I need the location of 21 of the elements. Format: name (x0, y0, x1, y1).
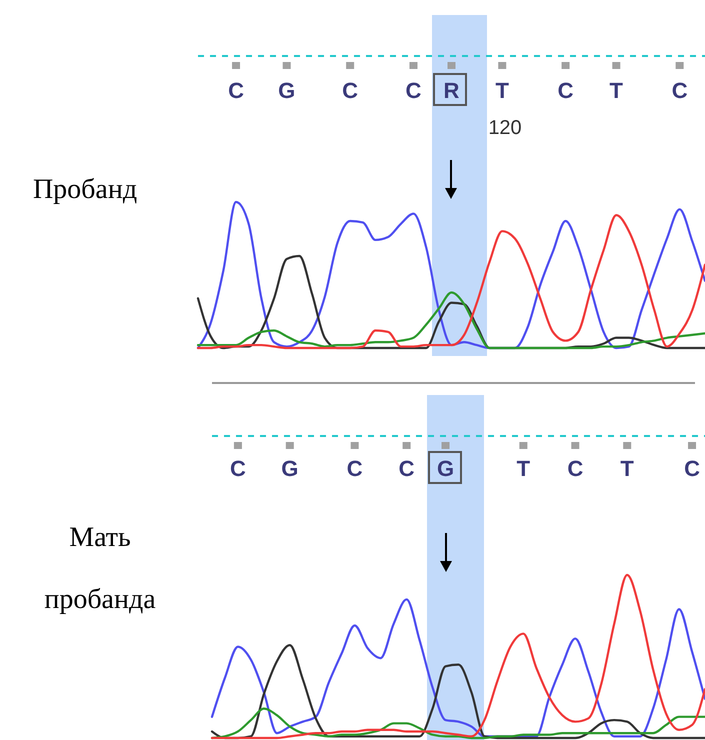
x-tick-label: C (230, 456, 246, 481)
chart-title: Пробанд (32, 174, 138, 205)
x-tick-label: G (278, 78, 296, 103)
chart-title: Мать пробанда (44, 522, 156, 615)
x-tick-label: G (436, 456, 454, 481)
x-tick-label: C (672, 78, 688, 103)
x-tick-label: C (684, 456, 700, 481)
x-tick-label: C (567, 456, 584, 481)
x-tick-label: G (281, 456, 298, 481)
x-tick-label: C (406, 78, 422, 103)
text: 120 (488, 117, 522, 139)
x-tick-label: C (228, 78, 244, 103)
x-tick-label: C (346, 456, 363, 481)
x-tick-label: C (398, 456, 415, 481)
x-tick-label: R (444, 78, 460, 103)
x-tick-label: T (620, 456, 634, 481)
x-tick-label: T (516, 456, 531, 481)
x-tick-label: T (610, 78, 624, 103)
x-tick-label: C (558, 78, 574, 103)
x-tick-label: C (342, 78, 358, 103)
x-tick-label: T (495, 78, 510, 103)
